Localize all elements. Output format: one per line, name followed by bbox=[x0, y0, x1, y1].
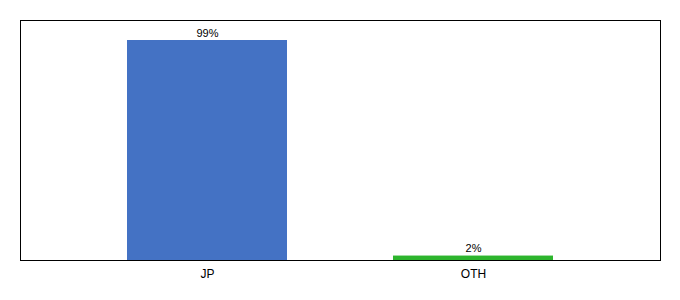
svg-text:JP: JP bbox=[200, 267, 214, 281]
svg-text:OTH: OTH bbox=[461, 267, 486, 281]
svg-text:99%: 99% bbox=[196, 27, 218, 39]
svg-text:2%: 2% bbox=[466, 242, 482, 254]
